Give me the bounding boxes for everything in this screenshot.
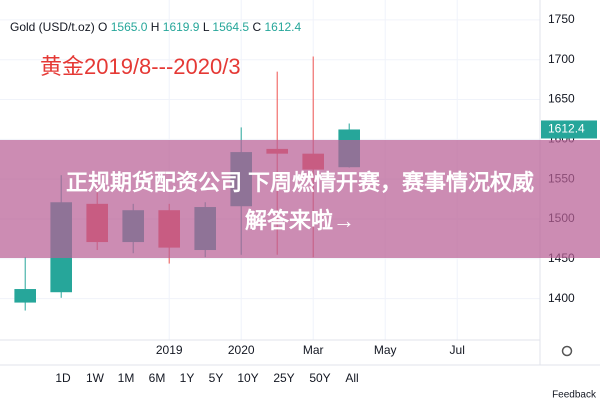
- settings-icon[interactable]: [561, 345, 573, 357]
- candle-body: [14, 289, 36, 303]
- x-tick-label: Mar: [303, 343, 324, 357]
- x-tick-label: Jul: [450, 343, 465, 357]
- x-tick-label: 2019: [156, 343, 183, 357]
- range-button[interactable]: 5Y: [209, 371, 224, 385]
- range-button[interactable]: 50Y: [309, 371, 330, 385]
- ohlc-value: 1612.4: [264, 20, 301, 34]
- ohlc-value: 1564.5: [212, 20, 249, 34]
- last-price-tag: [541, 120, 597, 139]
- ohlc-label: C: [252, 20, 261, 34]
- last-price-label: 1612.4: [548, 122, 585, 136]
- y-tick-label: 1700: [548, 52, 575, 66]
- banner-text[interactable]: 解答来啦→: [245, 208, 355, 233]
- y-tick-label: 1750: [548, 12, 575, 26]
- range-button[interactable]: 6M: [149, 371, 166, 385]
- annotation: 黄金2019/8---2020/3: [40, 54, 241, 79]
- range-button[interactable]: 1M: [118, 371, 135, 385]
- range-button[interactable]: 10Y: [237, 371, 258, 385]
- x-tick-label: 2020: [228, 343, 255, 357]
- ohlc-label: O: [98, 20, 107, 34]
- ohlc-value: 1565.0: [111, 20, 148, 34]
- y-tick-label: 1650: [548, 92, 575, 106]
- feedback[interactable]: Feedback: [552, 390, 597, 400]
- symbol: Gold (USD/t.oz): [10, 20, 95, 34]
- y-tick-label: 1400: [548, 291, 575, 305]
- banner-text[interactable]: 正规期货配资公司 下周燃情开赛，赛事情况权威: [66, 170, 534, 195]
- range-button[interactable]: 1W: [86, 371, 105, 385]
- range-button[interactable]: 1D: [55, 371, 71, 385]
- range-button[interactable]: 25Y: [273, 371, 294, 385]
- x-tick-label: May: [374, 343, 397, 357]
- header: Gold (USD/t.oz) O 1565.0 H 1619.9 L 1564…: [10, 20, 301, 34]
- range-button[interactable]: All: [345, 371, 358, 385]
- ohlc-value: 1619.9: [163, 20, 200, 34]
- ohlc-label: H: [151, 20, 160, 34]
- range-button[interactable]: 1Y: [180, 371, 195, 385]
- ohlc-label: L: [203, 20, 210, 34]
- banner[interactable]: [0, 140, 600, 258]
